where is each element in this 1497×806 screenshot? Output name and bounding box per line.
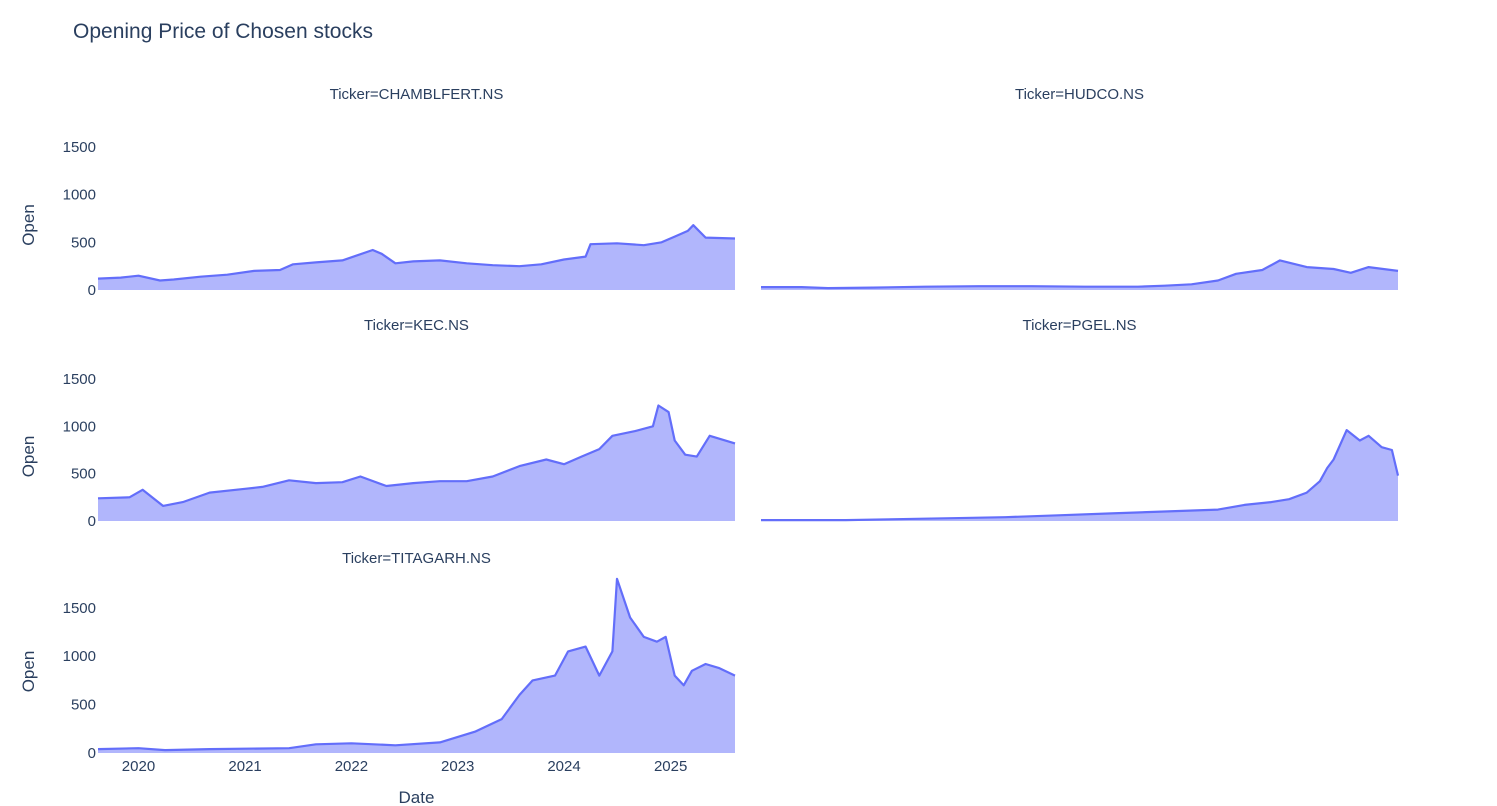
area-fill [761, 260, 1398, 290]
y-tick-label: 1500 [63, 139, 96, 156]
area-fill [761, 430, 1398, 521]
facet-title: Ticker=KEC.NS [364, 317, 469, 334]
x-tick-label: 2022 [335, 758, 368, 775]
y-tick-label: 1000 [63, 648, 96, 665]
x-axis-title: Date [399, 788, 435, 806]
x-tick-label: 2023 [441, 758, 474, 775]
y-tick-label: 0 [88, 513, 96, 530]
area-fill [98, 225, 735, 290]
facet-title: Ticker=TITAGARH.NS [342, 550, 491, 567]
chart-title: Opening Price of Chosen stocks [73, 20, 373, 43]
panel-titagarh-ns: Ticker=TITAGARH.NS 0 500 1000 1500 Open [19, 550, 736, 762]
area-fill [98, 405, 735, 521]
facet-title: Ticker=HUDCO.NS [1015, 86, 1144, 103]
y-tick-label: 0 [88, 282, 96, 299]
panel-hudco-ns: Ticker=HUDCO.NS [761, 86, 1399, 290]
y-tick-label: 500 [71, 234, 96, 251]
y-tick-label: 1500 [63, 371, 96, 388]
y-tick-label: 500 [71, 697, 96, 714]
y-axis-title: Open [19, 436, 38, 478]
y-tick-label: 1000 [63, 418, 96, 435]
facet-title: Ticker=CHAMBLFERT.NS [330, 86, 504, 103]
series-line [97, 224, 736, 282]
y-tick-label: 500 [71, 466, 96, 483]
y-axis-title: Open [19, 204, 38, 246]
series-line [97, 404, 736, 507]
panel-kec-ns: Ticker=KEC.NS 0 500 1000 1500 Open [19, 317, 736, 530]
area-fill [98, 578, 735, 753]
y-axis-title: Open [19, 651, 38, 693]
panel-chamblfert-ns: Ticker=CHAMBLFERT.NS 0 500 1000 1500 Open [19, 86, 736, 299]
facet-title: Ticker=PGEL.NS [1022, 317, 1136, 334]
x-tick-label: 2024 [547, 758, 580, 775]
y-tick-label: 1500 [63, 600, 96, 617]
x-tick-label: 2025 [654, 758, 687, 775]
x-tick-label: 2020 [122, 758, 155, 775]
series-line [97, 577, 736, 752]
series-line [761, 429, 1400, 522]
x-axis: 2020 2021 2022 2023 2024 2025 Date [122, 758, 688, 806]
y-tick-label: 0 [88, 745, 96, 762]
series-line [761, 259, 1399, 290]
x-tick-label: 2021 [228, 758, 261, 775]
y-tick-label: 1000 [63, 187, 96, 204]
panel-pgel-ns: Ticker=PGEL.NS [761, 317, 1400, 522]
